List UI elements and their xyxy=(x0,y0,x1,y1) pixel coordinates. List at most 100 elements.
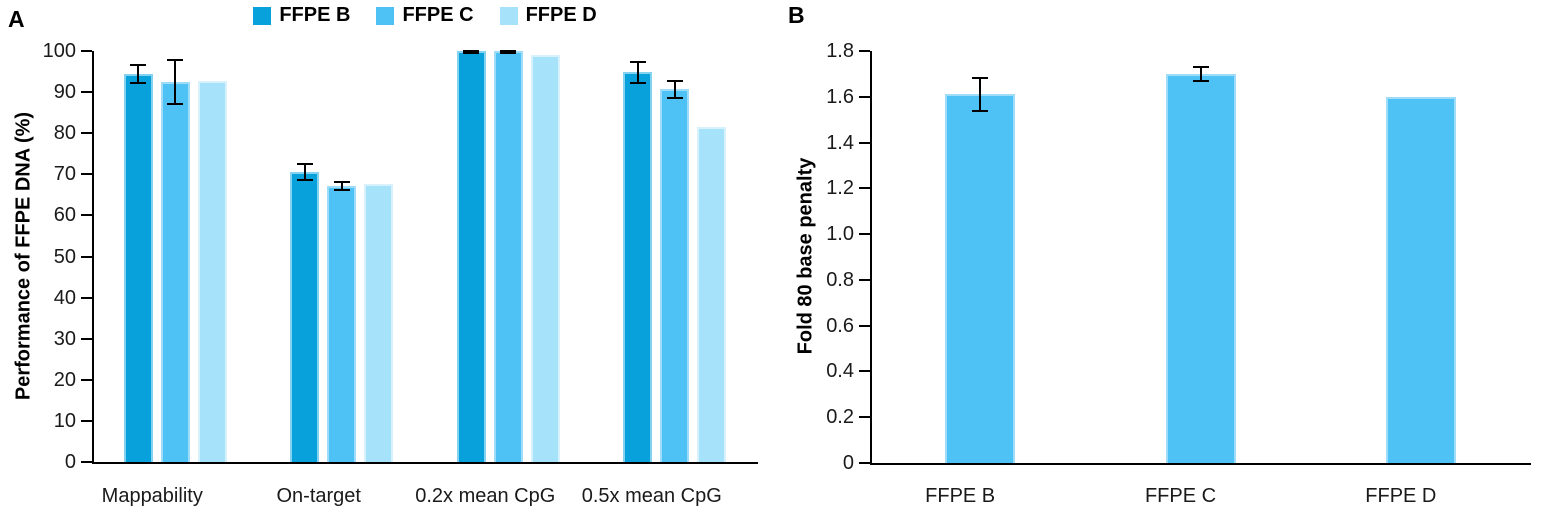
y-tick xyxy=(81,132,92,135)
y-tick xyxy=(859,324,870,327)
panel-b-label: B xyxy=(788,2,805,28)
x-category-label: FFPE D xyxy=(1365,485,1437,507)
error-bar-cap xyxy=(333,180,350,183)
bar xyxy=(945,94,1016,463)
y-tick-label: 50 xyxy=(53,245,76,268)
bar xyxy=(290,171,320,462)
x-category-label: On-target xyxy=(276,485,361,507)
error-bar-cap xyxy=(463,50,480,52)
error-bar xyxy=(979,78,982,111)
error-bar xyxy=(137,65,140,84)
legend-swatch-icon xyxy=(376,6,395,25)
bar xyxy=(1165,73,1236,463)
y-tick-label: 30 xyxy=(53,327,76,350)
y-tick xyxy=(859,278,870,281)
y-tick-label: 1.2 xyxy=(826,177,854,200)
y-tick-label: 0.8 xyxy=(826,268,854,291)
y-tick xyxy=(81,50,92,52)
error-bar-cap xyxy=(629,82,646,85)
y-tick-label: 1.6 xyxy=(826,85,854,108)
legend-item: FFPE B xyxy=(253,4,350,27)
error-bar xyxy=(174,60,177,104)
error-bar xyxy=(1199,67,1202,81)
y-tick-label: 90 xyxy=(53,81,76,104)
error-bar-cap xyxy=(1192,66,1209,69)
error-bar-cap xyxy=(500,51,517,54)
y-tick-label: 40 xyxy=(53,286,76,309)
bar xyxy=(1385,96,1456,463)
legend-label: FFPE C xyxy=(402,4,474,26)
y-tick-label: 1.8 xyxy=(826,40,854,62)
y-tick xyxy=(859,462,870,464)
error-bar-cap xyxy=(1192,79,1209,82)
y-tick-label: 0 xyxy=(64,451,76,473)
y-tick-label: 60 xyxy=(53,204,76,227)
bar xyxy=(660,89,690,462)
error-bar-cap xyxy=(666,79,683,82)
y-tick-label: 0.2 xyxy=(826,406,854,429)
y-tick-label: 70 xyxy=(53,163,76,186)
panel-a-label: A xyxy=(8,6,25,32)
legend-label: FFPE B xyxy=(279,4,351,26)
y-tick xyxy=(81,461,92,463)
error-bar-cap xyxy=(500,50,517,52)
error-bar-cap xyxy=(666,96,683,99)
error-bar-cap xyxy=(167,103,184,106)
y-tick xyxy=(859,50,870,52)
x-category-label: 0.2x mean CpG xyxy=(415,485,556,507)
error-bar xyxy=(303,164,306,180)
legend-swatch-icon xyxy=(499,6,518,25)
plot-area-a xyxy=(92,51,758,464)
error-bar-cap xyxy=(629,60,646,63)
y-tick xyxy=(859,416,870,419)
y-tick xyxy=(81,91,92,94)
bar xyxy=(623,72,653,462)
error-bar-cap xyxy=(972,77,989,80)
y-tick xyxy=(859,233,870,236)
legend: FFPE B FFPE C FFPE D xyxy=(92,4,758,27)
error-bar-cap xyxy=(167,59,184,62)
plot-area-b xyxy=(870,51,1531,465)
bar xyxy=(456,51,486,462)
y-tick xyxy=(81,378,92,381)
x-category-label: FFPE B xyxy=(925,485,996,507)
bar xyxy=(493,51,523,462)
bar xyxy=(327,185,357,462)
bar xyxy=(530,55,560,462)
y-tick xyxy=(859,95,870,98)
y-tick-label: 1.4 xyxy=(826,131,854,154)
error-bar-cap xyxy=(130,82,147,85)
y-tick xyxy=(859,370,870,373)
error-bar-cap xyxy=(333,188,350,191)
legend-label: FFPE D xyxy=(525,4,597,26)
y-tick xyxy=(81,337,92,340)
y-tick-label: 20 xyxy=(53,368,76,391)
y-tick xyxy=(859,187,870,190)
error-bar xyxy=(340,181,343,190)
bar xyxy=(364,183,394,462)
bar xyxy=(197,81,227,462)
y-tick-label: 10 xyxy=(53,409,76,432)
error-bar-cap xyxy=(296,163,313,166)
x-category-label: FFPE C xyxy=(1144,485,1217,507)
bar xyxy=(697,126,727,462)
error-bar xyxy=(636,61,639,84)
y-tick-label: 0.4 xyxy=(826,360,854,383)
error-bar-cap xyxy=(296,178,313,181)
y-tick xyxy=(81,296,92,299)
y-tick xyxy=(81,419,92,422)
y-tick-label: 0.6 xyxy=(826,314,854,337)
y-tick xyxy=(859,141,870,144)
y-tick-label: 1.0 xyxy=(826,223,854,246)
y-tick-label: 0 xyxy=(842,452,854,474)
bar xyxy=(123,74,153,462)
error-bar-cap xyxy=(463,51,480,54)
y-tick-label: 80 xyxy=(53,122,76,145)
x-category-label: Mappability xyxy=(101,485,203,507)
y-tick xyxy=(81,173,92,176)
legend-swatch-icon xyxy=(253,6,272,25)
y-tick-label: 100 xyxy=(42,40,76,62)
error-bar xyxy=(673,80,676,98)
y-tick xyxy=(81,214,92,217)
